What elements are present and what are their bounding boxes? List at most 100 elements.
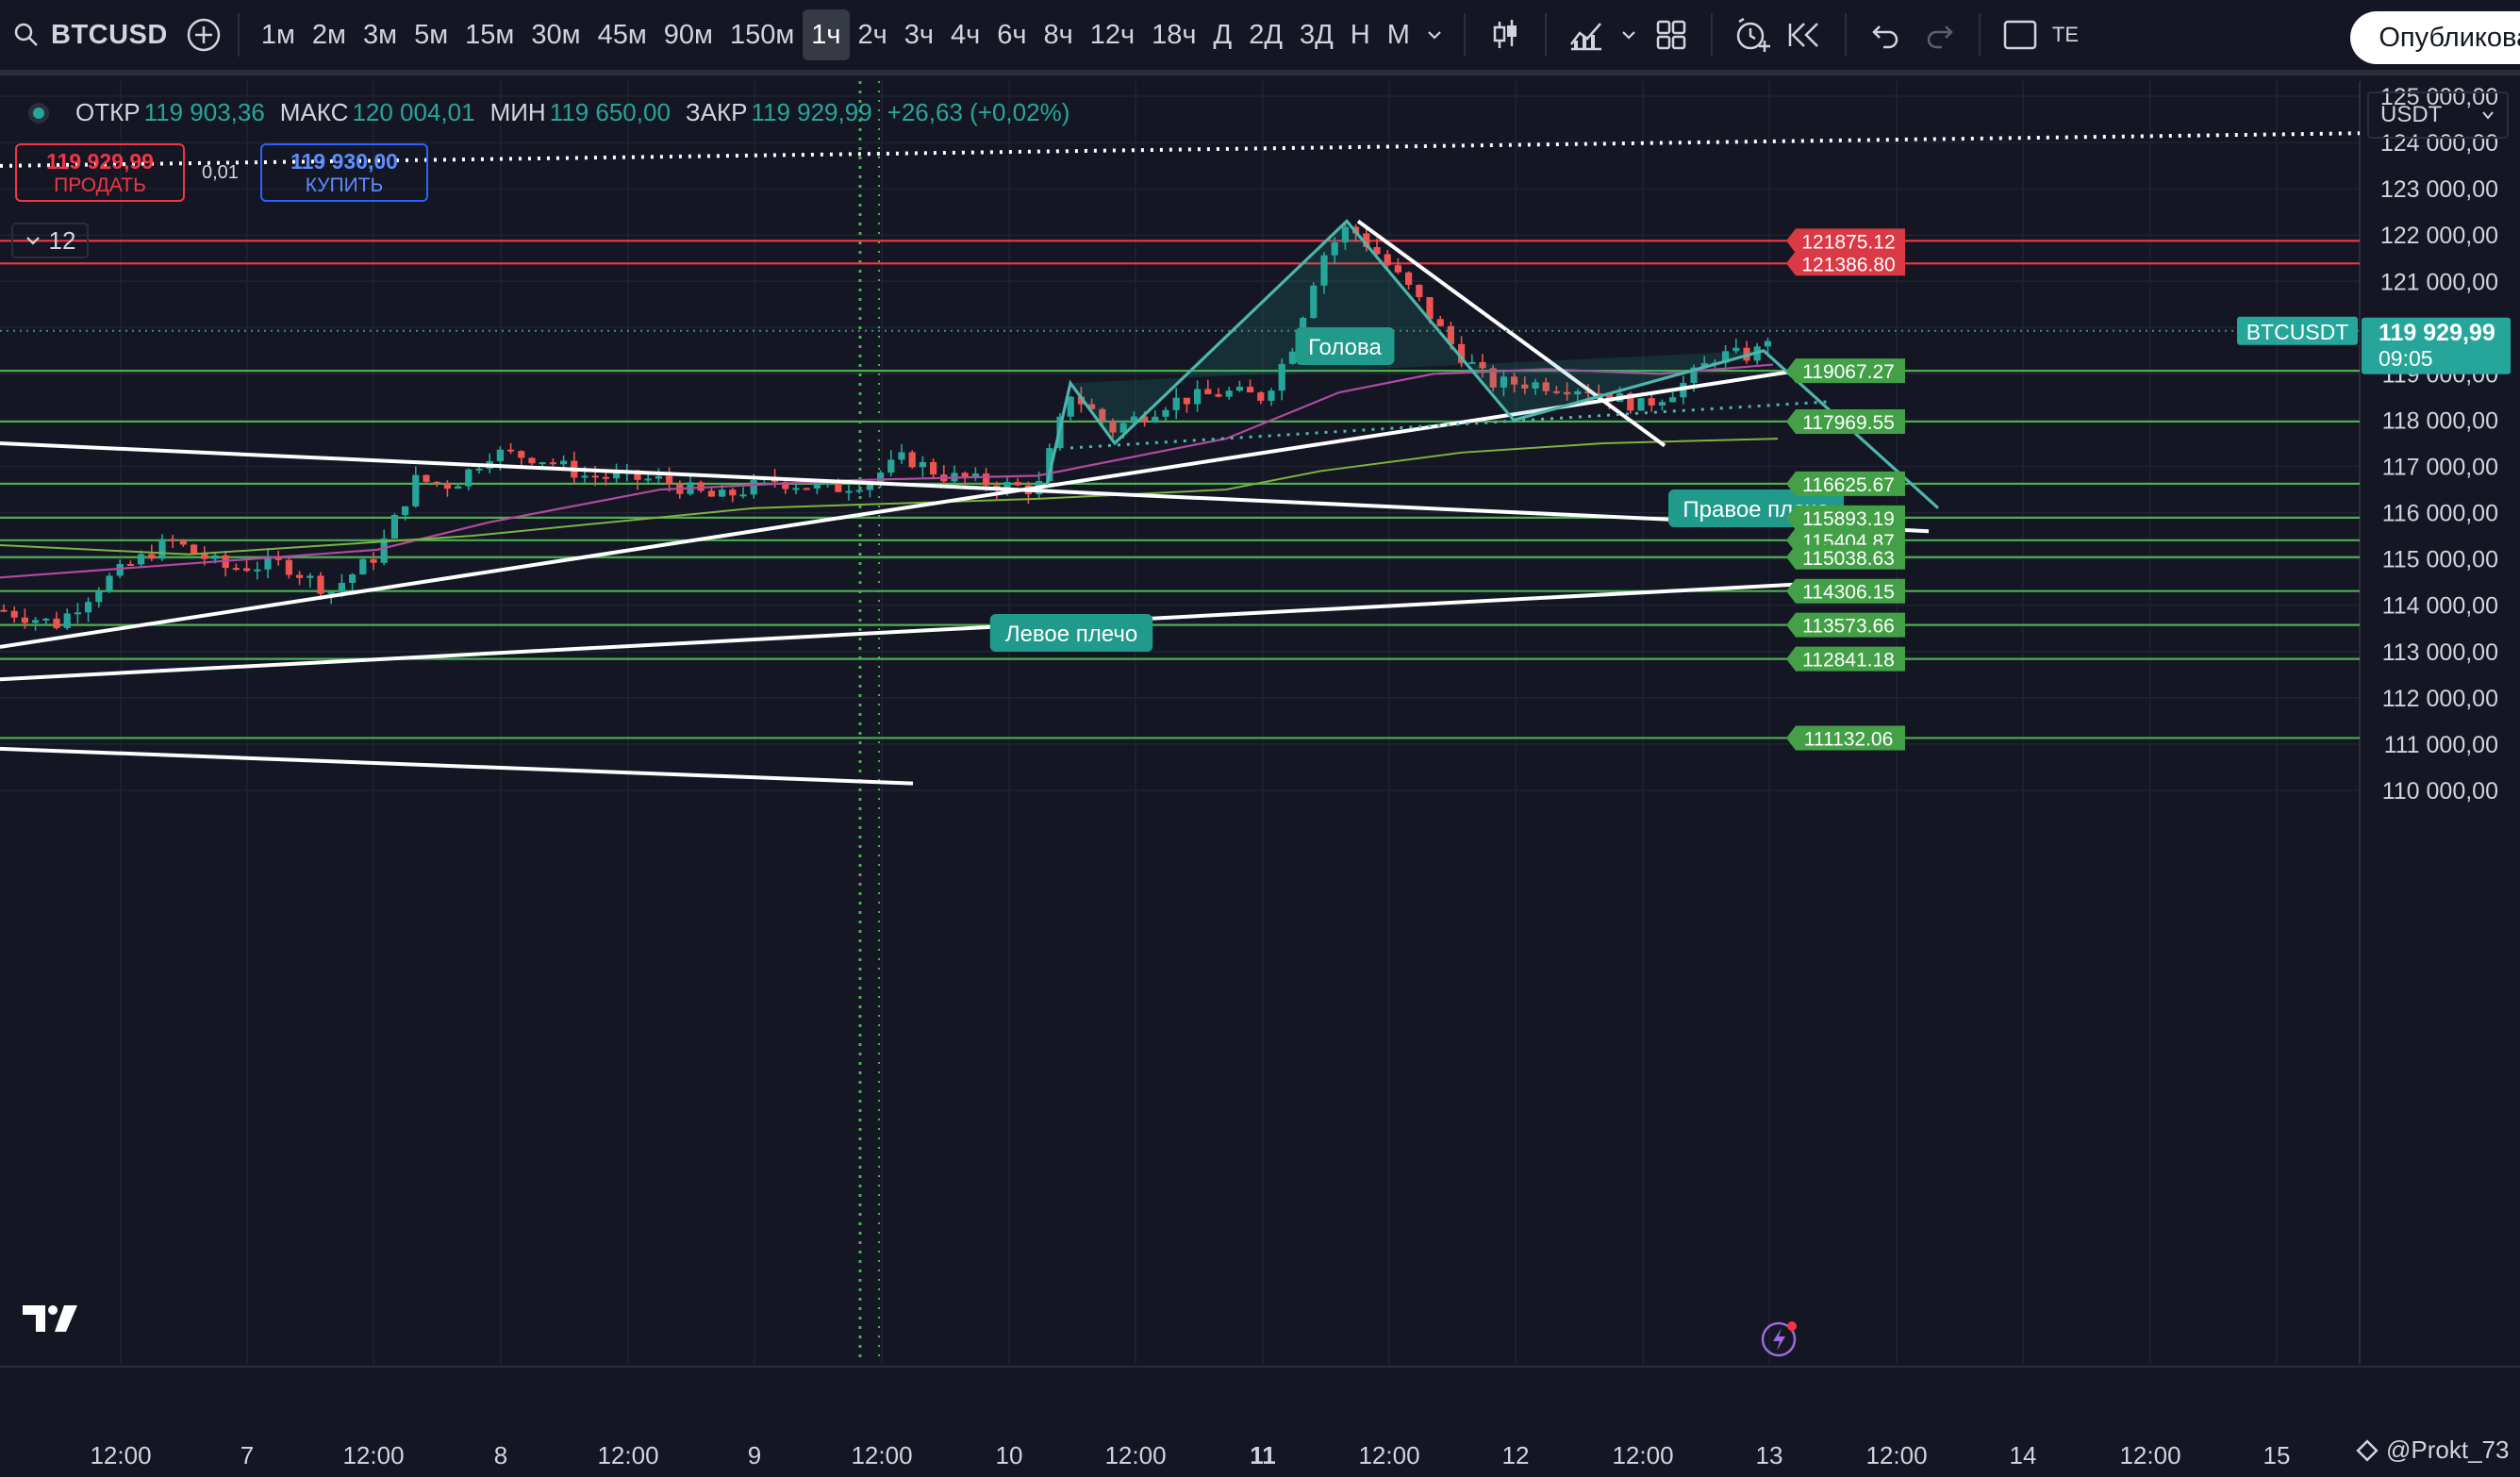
timeframe-8[interactable]: 150м [729,20,795,50]
time-axis[interactable]: 12:00 7 12:00 8 12:00 9 12:00 10 12:00 11 12:00 12 1… [0,1366,2520,1477]
indicators-toggle-button[interactable]: 12 [11,223,89,258]
timeframe-11[interactable]: 3ч [904,20,935,50]
level-price-tag[interactable] [1786,251,1905,276]
candle-body [433,481,440,484]
chevron-down-icon [2482,111,2494,120]
quick-action-button[interactable] [1760,1317,1801,1363]
candle-body [32,620,40,623]
level-price-tag[interactable] [1786,544,1905,570]
candle-body [1416,285,1423,298]
timeframe-21[interactable]: М [1386,20,1410,50]
chart-area[interactable]: Левое плечо Голова Правое плечо 121875.12 12… [0,81,2520,1364]
currency-select[interactable]: USDT [2367,91,2509,139]
timeframe-19[interactable]: 3Д [1299,20,1334,50]
alert-button[interactable] [1726,8,1779,61]
timeframe-14[interactable]: 8ч [1043,20,1073,50]
sell-button[interactable]: 119 929,99 ПРОДАТЬ [15,143,185,202]
timeframe-1[interactable]: 2м [311,20,346,50]
timeframe-dropdown-button[interactable] [1418,8,1451,61]
add-symbol-button[interactable] [183,14,224,56]
level-price-tag[interactable] [1786,578,1905,604]
candle-body [116,564,124,576]
candle-body [803,488,810,490]
currency-value: USDT [2380,102,2443,127]
replay-button[interactable] [1779,8,1832,61]
candle-body [274,556,282,560]
left-shoulder-label-bg [989,614,1153,652]
timeframe-7[interactable]: 90м [663,20,713,50]
candle-body [1542,382,1550,391]
head-and-shoulders-pattern[interactable] [1045,219,1940,509]
level-price-tag[interactable] [1786,358,1905,384]
level-price-tag[interactable] [1786,646,1905,672]
candle-body [1141,416,1149,423]
level-price-tag-text: 121875.12 [1801,231,1895,253]
timeframe-6[interactable]: 45м [597,20,647,50]
trendline[interactable] [0,746,914,786]
symbol-search[interactable]: BTCUSD [0,0,183,70]
trendline[interactable] [0,582,1798,682]
timeframe-17[interactable]: Д [1213,20,1233,50]
trendline[interactable] [1356,219,1666,448]
replay-icon [1788,23,1818,47]
timeframe-4[interactable]: 15м [465,20,515,50]
candle-body [317,575,324,594]
level-price-tag-text: 115893.19 [1802,508,1895,530]
price-axis-label: 124 000,00 [2380,130,2498,157]
buy-label: КУПИТЬ [305,174,384,196]
level-price-tag[interactable] [1786,471,1905,496]
candle-body [792,488,800,490]
candle-body [1722,351,1730,363]
price-axis-label: 125 000,00 [2380,84,2498,110]
publish-button[interactable]: Опубликовать [2350,11,2520,64]
timeframe-20[interactable]: Н [1350,20,1370,50]
price-axis[interactable]: 125 000,00 124 000,00 123 000,00 122 000,00… [2380,84,2498,805]
candle-body [1014,481,1021,486]
timeframe-0[interactable]: 1м [260,20,295,50]
time-axis-label: 13 [1755,1441,1783,1469]
layout-button[interactable] [1645,8,1698,61]
top-toolbar: BTCUSD 1м 2м 3м 5м 15м 30м 45м 90м 150м 1ч 2ч 3ч 4ч 6… [0,0,2520,75]
timeframe-13[interactable]: 6ч [997,20,1027,50]
chart-type-button[interactable] [1479,8,1532,61]
fullscreen-button[interactable] [1994,8,2047,61]
trendline[interactable] [0,369,1793,649]
candle-body [243,568,251,572]
timeframe-3[interactable]: 5м [414,20,449,50]
candle-body [1183,397,1190,405]
level-price-tag[interactable] [1786,612,1905,638]
level-price-tag[interactable] [1786,228,1905,254]
candle-body [349,574,356,584]
timeframe-16[interactable]: 18ч [1152,20,1197,50]
buy-button[interactable]: 119 930,00 КУПИТЬ [260,143,428,202]
candle-body [232,568,240,571]
candle-body [1764,340,1771,347]
level-price-tag[interactable] [1786,408,1905,434]
timeframe-10[interactable]: 2ч [857,20,887,50]
candle-body [0,609,8,612]
redo-button[interactable] [1913,8,1965,61]
indicators-button[interactable] [1560,8,1613,61]
candle-body [813,483,821,489]
level-price-tag[interactable] [1786,725,1905,751]
candle-body [591,475,599,478]
timeframe-2[interactable]: 3м [363,20,398,50]
current-symbol-tag [2237,316,2358,345]
timeframe-18[interactable]: 2Д [1249,20,1283,50]
timeframe-5[interactable]: 30м [531,20,581,50]
undo-button[interactable] [1860,8,1913,61]
diamond-icon [2356,1438,2379,1462]
high-label: МАКС [279,98,349,126]
spread-value: 0,01 [202,162,239,183]
candle-body [285,559,292,575]
level-price-tag[interactable] [1786,505,1905,530]
trendline[interactable] [0,441,1930,534]
level-lines [0,240,2360,739]
candle-body [85,602,92,613]
indicators-dropdown-button[interactable] [1613,8,1645,61]
timeframe-9[interactable]: 1ч [803,9,850,60]
timeframe-15[interactable]: 12ч [1089,20,1136,50]
timeframe-12[interactable]: 4ч [951,20,981,50]
candle-body [95,591,103,603]
